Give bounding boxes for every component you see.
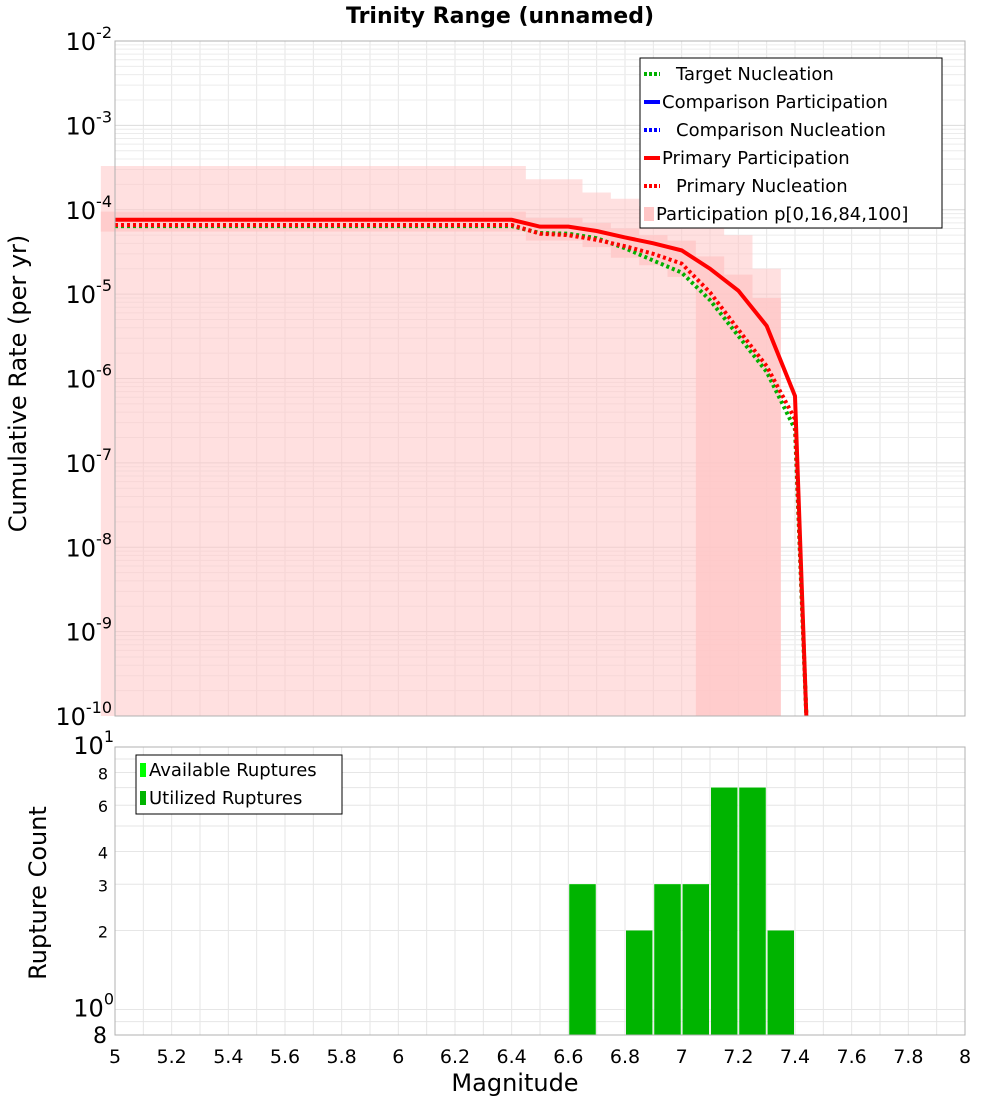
rupture-y-tick-label: 6 [98, 797, 108, 816]
magnitude-tick-label: 6.4 [497, 1046, 527, 1068]
rate-y-tick-label: 10-3 [66, 107, 113, 140]
rate-lines [115, 217, 809, 717]
magnitude-tick-label: 5.8 [327, 1046, 357, 1068]
rate-legend-box [639, 57, 943, 229]
rupture-legend-box [135, 754, 343, 815]
rupture-y-tick-label: 4 [98, 843, 108, 862]
available-ruptures-legend-label: Available Ruptures [149, 760, 317, 781]
available-ruptures-legend-swatch [140, 763, 146, 777]
magnitude-axis-label: Magnitude [451, 1069, 578, 1097]
magnitude-tick-label: 6.2 [440, 1046, 470, 1068]
participation-band-legend-swatch [644, 207, 654, 221]
utilized-ruptures-bar [767, 930, 794, 1035]
rupture-bars [569, 787, 794, 1035]
participation-band-p16-p84 [100, 211, 810, 716]
rate-y-tick-label: 10-4 [66, 192, 113, 225]
rate-y-tick-labels: 10-2 10-3 10-4 10-5 10-6 10-7 10-8 10-9 10-10 [55, 23, 112, 731]
magnitude-tick-label: 6.8 [610, 1046, 640, 1068]
rate-y-tick-label: 10-2 [66, 23, 113, 56]
magnitude-tick-label: 8 [959, 1046, 971, 1068]
participation-band-p0-p100 [100, 166, 810, 717]
magnitude-tick-label: 5.6 [270, 1046, 300, 1068]
rate-panel: 10-2 10-3 10-4 10-5 10-6 10-7 10-8 10-9 10-10 Cu… [4, 23, 966, 731]
rate-y-tick-label: 10-6 [66, 361, 113, 394]
rate-y-tick-label: 10-5 [66, 276, 113, 309]
rupture-y-tick-label: 8 [93, 1024, 107, 1049]
utilized-ruptures-legend-label: Utilized Ruptures [149, 788, 302, 809]
utilized-ruptures-bar [682, 884, 709, 1035]
magnitude-tick-label: 6 [392, 1046, 404, 1068]
utilized-ruptures-bar [654, 884, 681, 1035]
participation-band-legend-label: Participation p[0,16,84,100] [656, 204, 908, 225]
rupture-y-tick-label: 101 [73, 727, 114, 760]
rate-y-tick-label: 10-10 [55, 698, 112, 731]
chart-title: Trinity Range (unnamed) [346, 4, 654, 29]
magnitude-tick-label: 5.2 [157, 1046, 187, 1068]
magnitude-tick-labels: 5 5.2 5.4 5.6 5.8 6 6.2 6.4 6.6 6.8 7 7.2 7.4 7.6 7.8 8 [109, 1046, 971, 1068]
rate-y-axis-label: Cumulative Rate (per yr) [4, 235, 32, 533]
primary-nucleation-legend-label: Primary Nucleation [676, 176, 848, 197]
utilized-ruptures-bar [739, 787, 766, 1035]
rupture-y-tick-label: 2 [98, 923, 108, 942]
magnitude-tick-label: 5.4 [213, 1046, 243, 1068]
comparison-nucleation-legend-label: Comparison Nucleation [676, 120, 886, 141]
magnitude-tick-label: 7 [676, 1046, 688, 1068]
rupture-gridlines [115, 747, 966, 1035]
rate-y-tick-label: 10-9 [66, 614, 113, 647]
magnitude-tick-label: 7.8 [893, 1046, 923, 1068]
rupture-y-tick-label: 8 [98, 764, 108, 783]
utilized-ruptures-bar [569, 884, 596, 1035]
rate-legend: Target Nucleation Comparison Participatio… [639, 57, 943, 229]
target-nucleation-legend-label: Target Nucleation [675, 64, 834, 85]
rupture-plot-border [114, 746, 966, 1036]
magnitude-tick-label: 6.6 [553, 1046, 583, 1068]
primary-participation-line [115, 217, 809, 717]
rupture-y-axis-label: Rupture Count [24, 806, 52, 980]
rupture-y-tick-label: 3 [98, 876, 108, 895]
utilized-ruptures-bar [626, 930, 653, 1035]
magnitude-tick-label: 7.6 [837, 1046, 867, 1068]
primary-nucleation-line [115, 222, 809, 717]
utilized-ruptures-legend-swatch [140, 791, 146, 805]
rate-plot-border [114, 40, 966, 717]
rupture-legend: Available Ruptures Utilized Ruptures [135, 754, 343, 815]
primary-participation-legend-label: Primary Participation [662, 148, 850, 169]
magnitude-tick-label: 7.2 [723, 1046, 753, 1068]
comparison-participation-legend-label: Comparison Participation [662, 92, 888, 113]
utilized-ruptures-bar [711, 787, 738, 1035]
magnitude-tick-label: 5 [109, 1046, 121, 1068]
participation-bands [100, 166, 810, 717]
rate-y-tick-label: 10-8 [66, 529, 113, 562]
rupture-y-tick-label: 100 [73, 990, 114, 1023]
magnitude-tick-label: 7.4 [780, 1046, 810, 1068]
rate-y-tick-label: 10-7 [66, 445, 113, 478]
